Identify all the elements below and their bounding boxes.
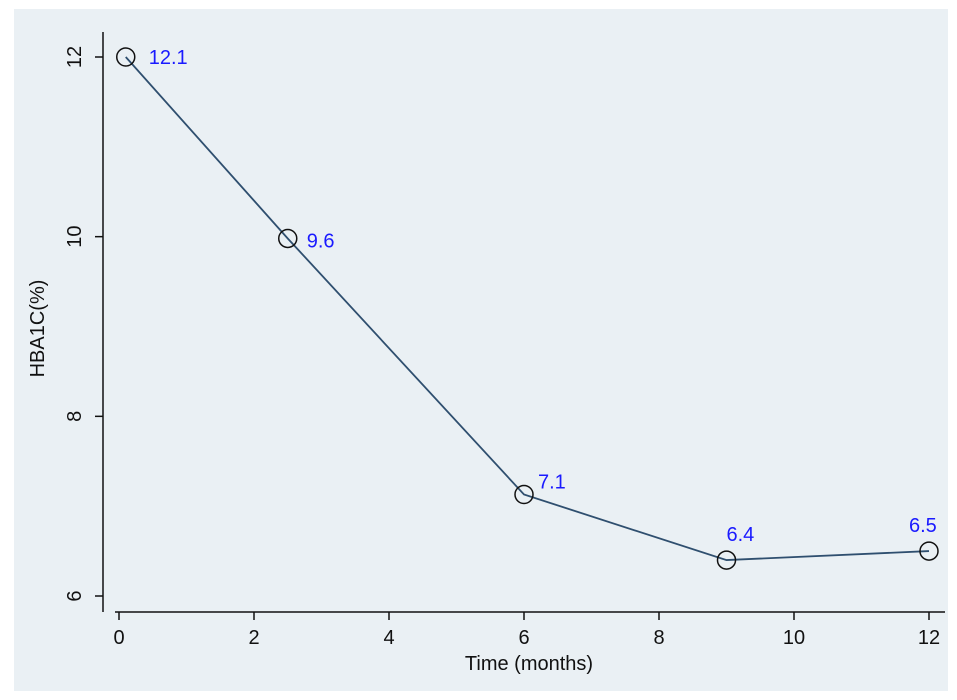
x-tick-label: 2 xyxy=(248,627,259,649)
series-line xyxy=(125,56,930,561)
data-point xyxy=(919,541,939,561)
data-label: 6.4 xyxy=(727,524,755,546)
y-tick-label: 12 xyxy=(64,46,86,68)
data-point xyxy=(716,550,737,570)
plot-background xyxy=(14,9,948,691)
x-tick-label: 4 xyxy=(383,627,394,649)
data-markers xyxy=(116,47,939,570)
x-tick-label: 0 xyxy=(113,627,124,649)
x-tick-label: 10 xyxy=(783,627,805,649)
x-tick-label: 12 xyxy=(918,627,940,649)
x-axis-title: Time (months) xyxy=(465,653,593,675)
data-label: 9.6 xyxy=(307,230,335,252)
series-path xyxy=(125,56,930,561)
data-label: 12.1 xyxy=(149,47,188,69)
data-label: 6.5 xyxy=(909,515,937,537)
y-axis-title: HBA1C(%) xyxy=(27,280,49,378)
y-tick-label: 6 xyxy=(64,590,86,601)
data-label: 7.1 xyxy=(538,471,566,493)
y-axis-ticks: 6 8 10 12 xyxy=(64,46,103,602)
data-labels: 12.1 9.6 7.1 6.4 6.5 xyxy=(149,47,937,546)
x-tick-label: 8 xyxy=(653,627,664,649)
y-tick-label: 10 xyxy=(64,226,86,248)
data-point xyxy=(514,484,534,505)
x-tick-label: 6 xyxy=(518,627,529,649)
y-tick-label: 8 xyxy=(64,411,86,422)
data-point xyxy=(278,228,298,249)
axes xyxy=(102,32,945,613)
x-axis-ticks: 0 2 4 6 8 10 12 xyxy=(113,612,940,649)
data-point xyxy=(116,47,136,67)
